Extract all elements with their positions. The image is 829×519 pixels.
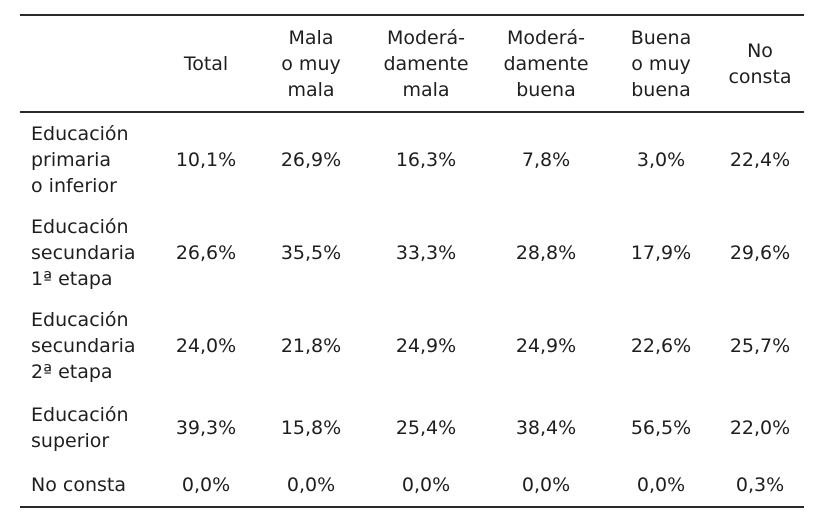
header-cell-no-consta: No consta <box>728 39 792 88</box>
table-cell: 7,8% <box>521 148 571 171</box>
table-cell: 3,0% <box>636 148 686 171</box>
table-cell: 15,8% <box>280 417 342 439</box>
table-cell: 17,9% <box>630 241 692 264</box>
table-cell: 56,5% <box>630 417 692 439</box>
header-cell-empty <box>20 15 156 112</box>
table-cell: 0,0% <box>181 474 231 496</box>
table-cell: 33,3% <box>395 241 457 264</box>
table-cell: 25,4% <box>395 417 457 439</box>
table-cell: 25,7% <box>729 334 791 357</box>
header-cell-mala: Mala o muy mala <box>281 26 341 101</box>
table-cell: 0,0% <box>401 474 451 496</box>
header-row: Total Mala o muy mala Moderá- damente ma… <box>20 15 804 112</box>
table-row: Educación superior 39,3% 15,8% 25,4% 38,… <box>20 392 804 464</box>
table-cell: 0,0% <box>521 474 571 496</box>
table-cell: 22,0% <box>729 417 791 439</box>
row-label: Educación secundaria 1ª etapa <box>31 215 136 290</box>
table-row: Educación secundaria 1ª etapa 26,6% 35,5… <box>20 206 804 299</box>
table-cell: 26,6% <box>175 241 237 264</box>
row-label: Educación superior <box>31 404 129 452</box>
table-cell: 24,9% <box>515 334 577 357</box>
header-cell-moderadamente-mala: Moderá- damente mala <box>383 26 469 101</box>
education-health-table: Total Mala o muy mala Moderá- damente ma… <box>20 14 804 508</box>
table-cell: 38,4% <box>515 417 577 439</box>
table-row: Educación primaria o inferior 10,1% 26,9… <box>20 112 804 206</box>
table-cell: 0,3% <box>735 474 785 496</box>
table-cell: 24,0% <box>175 334 237 357</box>
table-cell: 28,8% <box>515 241 577 264</box>
table-cell: 0,0% <box>286 474 336 496</box>
table-cell: 29,6% <box>729 241 791 264</box>
row-label: Educación primaria o inferior <box>31 122 129 197</box>
row-label: No consta <box>31 474 126 496</box>
header-cell-buena: Buena o muy buena <box>630 26 692 101</box>
row-label: Educación secundaria 2ª etapa <box>31 308 136 383</box>
table-cell: 26,9% <box>280 148 342 171</box>
table-cell: 16,3% <box>395 148 457 171</box>
table-cell: 22,6% <box>630 334 692 357</box>
header-cell-moderadamente-buena: Moderá- damente buena <box>503 26 589 101</box>
table-cell: 10,1% <box>175 148 237 171</box>
table-cell: 0,0% <box>636 474 686 496</box>
data-table-container: Total Mala o muy mala Moderá- damente ma… <box>20 14 804 508</box>
table-cell: 21,8% <box>280 334 342 357</box>
table-row: No consta 0,0% 0,0% 0,0% 0,0% 0,0% 0,3% <box>20 464 804 507</box>
table-cell: 39,3% <box>175 417 237 439</box>
table-cell: 35,5% <box>280 241 342 264</box>
table-cell: 22,4% <box>729 148 791 171</box>
table-cell: 24,9% <box>395 334 457 357</box>
header-cell-total: Total <box>183 52 229 75</box>
table-row: Educación secundaria 2ª etapa 24,0% 21,8… <box>20 299 804 392</box>
